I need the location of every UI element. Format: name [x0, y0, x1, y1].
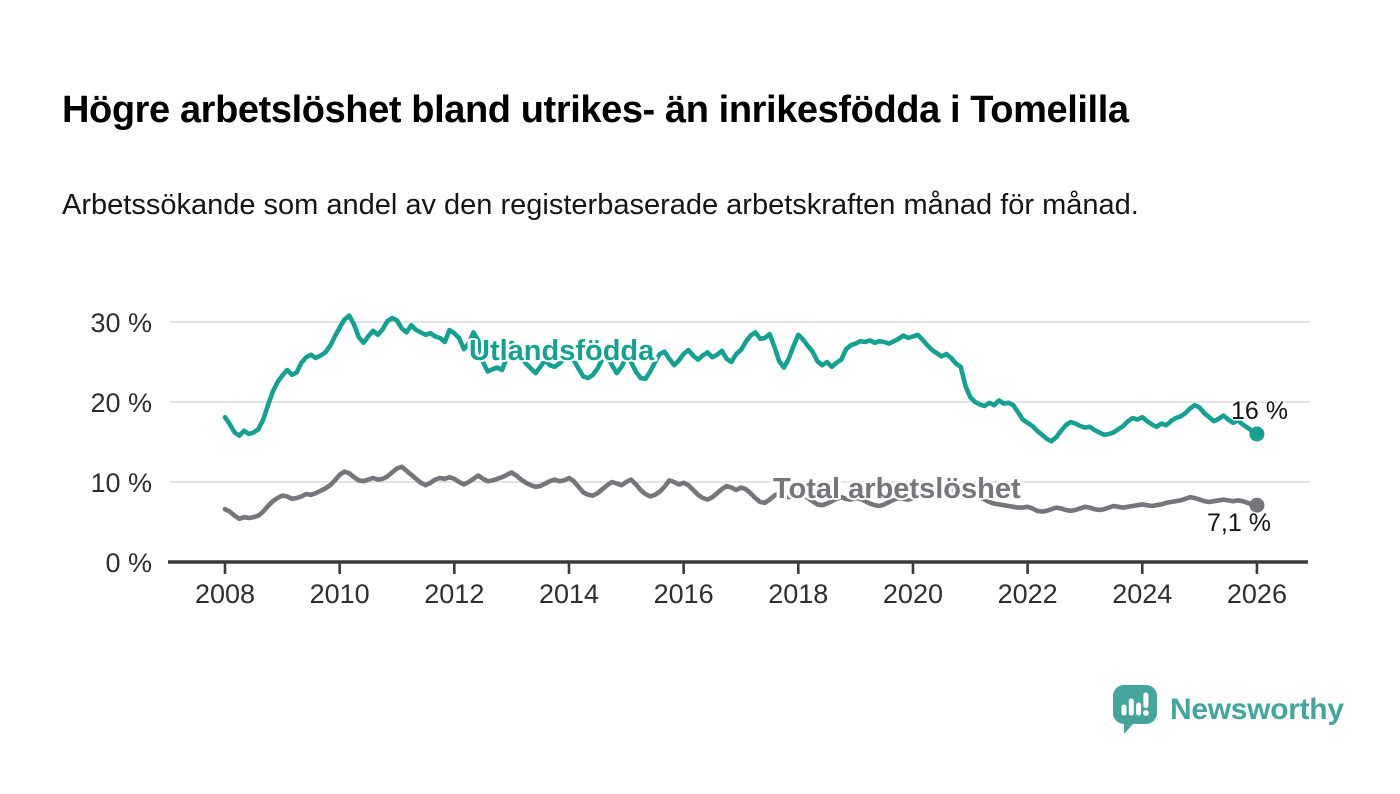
end-value-utlandsfodda: 16 % [1231, 397, 1288, 425]
x-tick-label: 2008 [195, 579, 255, 609]
total-line [222, 464, 1260, 522]
x-tick-label: 2026 [1227, 579, 1287, 609]
chart-subtitle: Arbetssökande som andel av den registerb… [62, 189, 1139, 221]
x-tick-label: 2022 [998, 579, 1058, 609]
x-tick-label: 2012 [424, 579, 484, 609]
series-label-total: Total arbetslöshet [773, 473, 1021, 505]
total-end-dot [1249, 497, 1265, 513]
x-tick-label: 2010 [310, 579, 370, 609]
x-tick-label: 2020 [883, 579, 943, 609]
end-value-total: 7,1 % [1207, 509, 1271, 537]
y-tick-label: 30 % [90, 308, 152, 338]
x-tick-label: 2016 [654, 579, 714, 609]
page-title: Högre arbetslöshet bland utrikes- än inr… [62, 89, 1129, 132]
x-tick-label: 2014 [539, 579, 599, 609]
utlandsfodda-end-dot [1249, 426, 1265, 442]
y-tick-label: 0 % [105, 548, 152, 578]
x-tick-label: 2018 [768, 579, 828, 609]
y-tick-label: 10 % [90, 468, 152, 498]
utlandsfodda-line [222, 313, 1260, 444]
newsworthy-logo-icon [1113, 685, 1157, 734]
newsworthy-brand-text: Newsworthy [1170, 693, 1344, 726]
x-tick-label: 2024 [1112, 579, 1172, 609]
series-label-utlandsfodda: Utlandsfödda [469, 335, 655, 367]
y-tick-label: 20 % [90, 388, 152, 418]
newsworthy-brand: Newsworthy [1112, 684, 1344, 736]
